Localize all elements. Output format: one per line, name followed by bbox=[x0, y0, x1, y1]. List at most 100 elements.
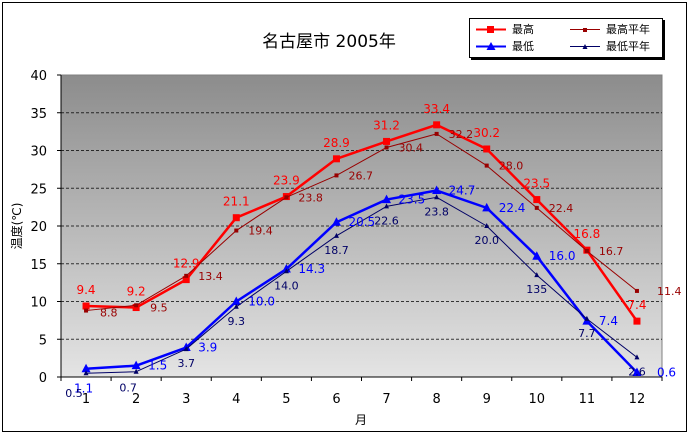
data-point bbox=[584, 248, 589, 253]
y-axis-title: 温度(℃) bbox=[9, 203, 24, 250]
legend-label-high: 最高 bbox=[512, 23, 534, 36]
data-point bbox=[384, 203, 390, 209]
series-line bbox=[86, 123, 638, 322]
x-tick-label: 10 bbox=[529, 392, 546, 407]
data-label: 135 bbox=[526, 283, 547, 296]
data-point bbox=[281, 264, 291, 273]
data-point bbox=[233, 303, 239, 309]
data-point bbox=[634, 288, 639, 293]
data-label: 16.7 bbox=[599, 245, 624, 258]
data-point bbox=[334, 173, 339, 178]
data-point bbox=[184, 273, 189, 278]
legend-label-high-normal: 最高平年 bbox=[606, 23, 650, 36]
y-tick-label: 5 bbox=[39, 333, 47, 348]
data-label: 16.8 bbox=[574, 227, 601, 241]
x-tick-label: 4 bbox=[232, 392, 240, 407]
data-point bbox=[534, 205, 539, 210]
data-label: 1.5 bbox=[148, 359, 167, 373]
data-label: 23.5 bbox=[399, 193, 426, 207]
data-point bbox=[534, 272, 540, 278]
data-label: 9.2 bbox=[127, 285, 146, 299]
legend-item-high-normal: 最高平年 bbox=[568, 21, 660, 38]
data-label: 9.5 bbox=[150, 301, 168, 314]
y-tick-label: 40 bbox=[30, 69, 47, 84]
data-point bbox=[433, 121, 441, 129]
data-label: 14.3 bbox=[298, 262, 325, 276]
data-point bbox=[483, 145, 491, 153]
data-label: 21.1 bbox=[223, 195, 250, 209]
x-tick-label: 2 bbox=[132, 392, 140, 407]
data-point bbox=[82, 302, 90, 310]
data-point bbox=[532, 251, 542, 260]
data-label: 18.7 bbox=[324, 244, 349, 257]
data-label: 26.7 bbox=[348, 169, 373, 182]
data-label: 30.2 bbox=[473, 126, 500, 140]
chart-frame: 名古屋市 2005年 0 5 10 15 20 25 30 35 40 1 2 3 4 5 6 7 8 9 10 11… bbox=[2, 2, 687, 432]
data-label: 3.9 bbox=[198, 341, 217, 355]
series-line bbox=[85, 189, 638, 374]
data-point bbox=[634, 354, 640, 360]
data-point bbox=[283, 268, 289, 274]
data-label: 7.4 bbox=[599, 314, 618, 328]
legend: 最高 最高平年 最低 最低平年 bbox=[469, 18, 663, 58]
data-point bbox=[234, 228, 239, 233]
data-label: 14.0 bbox=[274, 279, 299, 292]
data-label: 16.0 bbox=[549, 249, 576, 263]
data-point bbox=[484, 163, 489, 168]
legend-swatch-low-normal bbox=[570, 44, 600, 49]
x-tick-label: 12 bbox=[629, 392, 646, 407]
data-point bbox=[383, 137, 391, 145]
data-point bbox=[131, 360, 141, 370]
data-point bbox=[232, 214, 240, 222]
data-point bbox=[132, 304, 140, 312]
data-label: 9.3 bbox=[228, 315, 246, 328]
data-point bbox=[584, 315, 590, 321]
legend-swatch-high-normal bbox=[570, 28, 600, 32]
data-point bbox=[434, 194, 440, 200]
data-label: 10.0 bbox=[248, 295, 275, 309]
x-tick-label: 6 bbox=[332, 392, 340, 407]
data-point bbox=[331, 217, 341, 226]
x-tick-label: 8 bbox=[432, 392, 440, 407]
x-tick-label: 9 bbox=[483, 392, 491, 407]
data-label: 3.7 bbox=[177, 357, 195, 370]
data-label: 31.2 bbox=[373, 118, 400, 132]
data-point bbox=[484, 223, 490, 228]
data-point bbox=[332, 155, 340, 163]
data-point bbox=[482, 202, 492, 212]
data-point bbox=[384, 145, 389, 150]
data-label: 13.4 bbox=[198, 270, 223, 283]
data-label: 28.0 bbox=[499, 160, 524, 173]
data-label: 22.4 bbox=[499, 201, 526, 215]
data-label: 23.5 bbox=[523, 177, 550, 191]
series-line bbox=[85, 133, 638, 312]
data-label: 33.4 bbox=[423, 102, 450, 116]
data-point bbox=[231, 296, 241, 305]
data-label: 2.6 bbox=[628, 365, 646, 378]
data-label: 8.8 bbox=[100, 307, 118, 320]
data-label: 28.9 bbox=[323, 136, 350, 150]
y-tick-label: 35 bbox=[30, 107, 47, 122]
data-point bbox=[134, 303, 139, 308]
data-label: 9.4 bbox=[76, 283, 95, 297]
legend-item-low-normal: 最低平年 bbox=[568, 38, 660, 55]
chart-title: 名古屋市 2005年 bbox=[262, 32, 396, 52]
y-tick-label: 15 bbox=[30, 258, 47, 273]
legend-item-high: 最高 bbox=[474, 21, 564, 38]
data-label: 0.6 bbox=[657, 365, 676, 379]
data-label: 11.4 bbox=[657, 285, 682, 298]
data-point bbox=[81, 363, 91, 373]
data-label: 24.7 bbox=[449, 184, 476, 198]
data-label: 23.9 bbox=[273, 174, 300, 188]
data-label: 12.9 bbox=[173, 257, 200, 271]
data-label: 7.4 bbox=[627, 298, 646, 312]
series-lines bbox=[81, 121, 642, 376]
data-point bbox=[632, 367, 642, 376]
data-label: 22.6 bbox=[374, 214, 399, 227]
y-tick-label: 0 bbox=[39, 371, 47, 386]
data-point bbox=[333, 232, 339, 238]
data-label: 20.0 bbox=[474, 234, 499, 247]
series-line bbox=[86, 196, 638, 374]
